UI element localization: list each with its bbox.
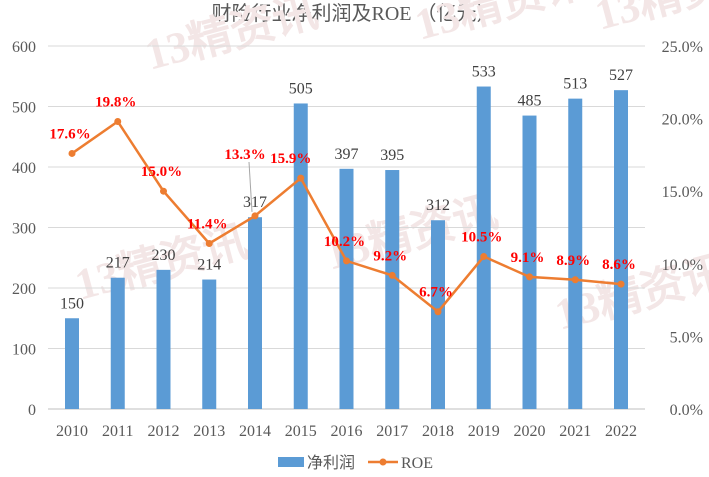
y-right-tick: 5.0% (670, 329, 703, 346)
roe-marker (434, 308, 442, 316)
roe-label: 9.1% (511, 250, 545, 266)
x-tick: 2022 (605, 423, 637, 440)
y-left-tick: 400 (12, 160, 36, 177)
x-tick: 2017 (376, 423, 408, 440)
bar-label: 533 (472, 64, 496, 81)
roe-label: 6.7% (419, 285, 453, 301)
x-tick: 2014 (239, 423, 271, 440)
roe-label: 9.2% (373, 248, 407, 264)
y-left-tick: 0 (28, 402, 36, 419)
bar-label: 230 (152, 247, 176, 264)
label-leader (248, 161, 253, 212)
x-tick: 2016 (331, 423, 363, 440)
roe-marker (480, 253, 488, 261)
y-left-tick: 100 (12, 342, 36, 359)
x-tick: 2012 (148, 423, 180, 440)
y-right-tick: 15.0% (662, 184, 703, 201)
x-tick: 2011 (102, 423, 133, 440)
bar (339, 168, 354, 409)
roe-marker (297, 174, 305, 182)
x-tick: 2018 (422, 423, 454, 440)
bar-label: 513 (563, 76, 587, 93)
bar (202, 279, 217, 409)
roe-marker (160, 187, 167, 195)
y-right-tick: 0.0% (670, 402, 703, 419)
bar-label: 527 (609, 67, 633, 84)
x-tick: 2013 (193, 423, 225, 440)
bar-label: 397 (335, 146, 359, 163)
watermark: 13精资讯 (410, 0, 593, 50)
x-tick: 2019 (468, 423, 500, 440)
roe-label: 8.9% (556, 253, 590, 269)
roe-marker (251, 212, 259, 220)
x-tick: 2015 (285, 423, 317, 440)
roe-marker (343, 257, 350, 265)
bar-label: 485 (518, 93, 542, 110)
roe-marker (388, 271, 396, 279)
roe-marker (526, 273, 533, 281)
x-tick: 2020 (514, 423, 546, 440)
roe-label: 11.4% (187, 216, 227, 232)
bar-label: 317 (243, 194, 267, 211)
roe-label: 17.6% (49, 126, 90, 142)
bar (65, 318, 79, 409)
watermark: 13精资讯 (140, 0, 323, 80)
legend-bar-label: 净利润 (307, 454, 355, 472)
bar (385, 170, 400, 409)
y-left-tick: 300 (12, 221, 36, 238)
bar (522, 115, 537, 409)
y-left-tick: 500 (12, 100, 36, 117)
legend-bar-swatch (278, 457, 304, 467)
bar (248, 217, 262, 409)
bar-label: 312 (426, 197, 450, 214)
y-left-tick: 200 (12, 281, 36, 298)
roe-marker (571, 276, 579, 284)
bar (614, 90, 628, 409)
y-right-tick: 10.0% (662, 257, 703, 274)
y-right-tick: 20.0% (662, 112, 703, 129)
roe-label: 10.2% (324, 234, 365, 250)
x-tick: 2021 (559, 423, 591, 440)
roe-label: 15.9% (270, 151, 311, 167)
y-left-tick: 600 (12, 39, 36, 56)
bar-label: 395 (380, 147, 404, 164)
roe-marker (114, 118, 122, 126)
bar-label: 214 (197, 257, 221, 274)
x-tick: 2010 (56, 423, 88, 440)
watermark: 13精资讯 (590, 0, 709, 40)
roe-label: 8.6% (602, 257, 636, 273)
legend-line-marker (379, 458, 387, 466)
roe-marker (617, 280, 625, 288)
chart-title: 财险行业净利润及ROE （亿元） (212, 2, 497, 25)
roe-label: 13.3% (224, 147, 265, 163)
bar-label: 217 (106, 255, 130, 272)
roe-marker (205, 239, 213, 247)
bar-label: 150 (60, 295, 84, 312)
legend-line-label: ROE (401, 455, 433, 472)
bar (476, 86, 491, 409)
bar (110, 277, 125, 409)
roe-label: 10.5% (461, 230, 502, 246)
bar (293, 103, 308, 409)
bar (568, 98, 583, 409)
roe-label: 15.0% (141, 164, 182, 180)
y-right-tick: 25.0% (662, 39, 703, 56)
bar (156, 269, 171, 409)
roe-label: 19.8% (95, 95, 136, 111)
roe-marker (68, 149, 76, 157)
bar-label: 505 (289, 80, 313, 97)
